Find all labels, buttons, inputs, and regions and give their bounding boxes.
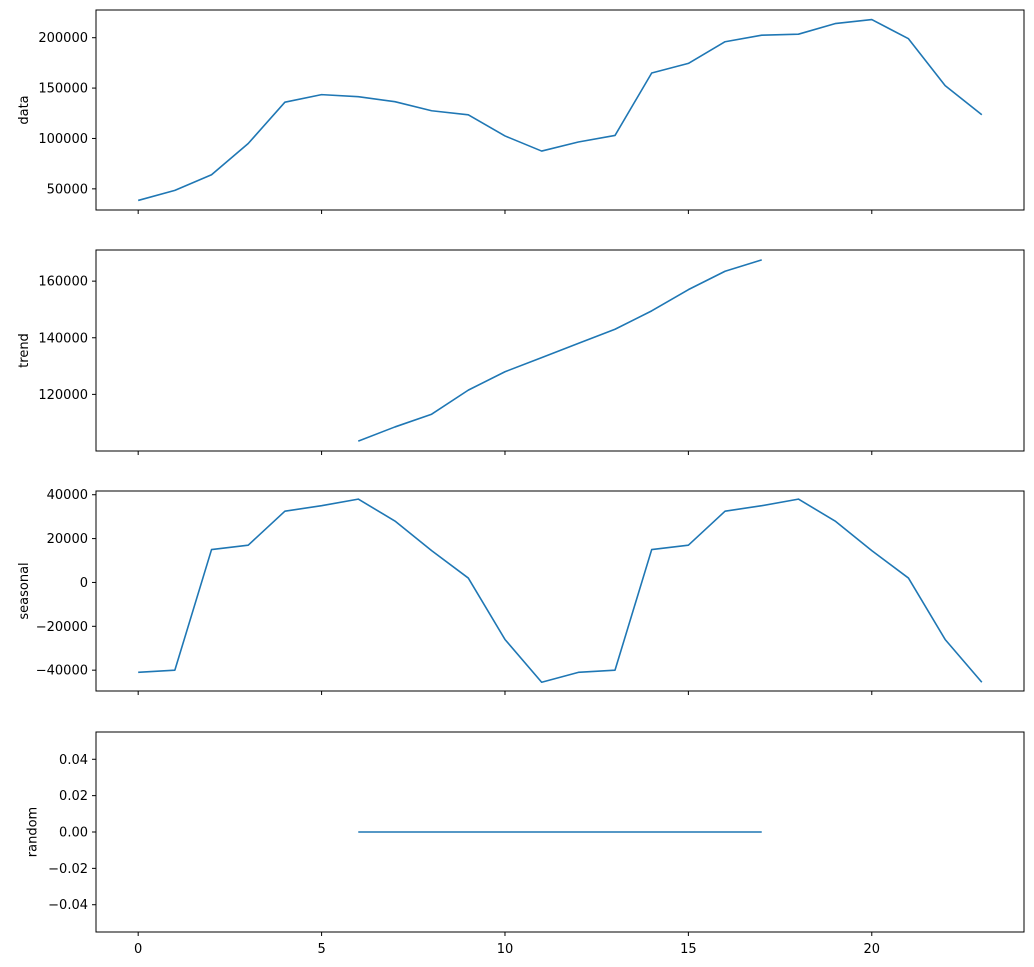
data-ytick-label: 150000 <box>38 82 88 97</box>
data-ytick-label: 200000 <box>38 31 88 46</box>
seasonal-ytick-label: −40000 <box>36 664 88 679</box>
panel-trend: 120000 140000 160000 trend <box>17 249 1025 455</box>
trend-ylabel: trend <box>17 333 32 368</box>
random-ylabel: random <box>26 807 41 857</box>
xtick-label: 0 <box>134 942 142 957</box>
data-ytick-label: 50000 <box>47 182 88 197</box>
seasonal-ytick-label: 0 <box>80 576 88 591</box>
data-ylabel: data <box>17 95 32 124</box>
xtick-label: 5 <box>317 942 325 957</box>
xtick-label: 20 <box>864 942 881 957</box>
data-axes-frame <box>95 9 1025 211</box>
random-ytick-label: 0.02 <box>59 789 88 804</box>
seasonal-ytick-label: 20000 <box>47 532 88 547</box>
trend-ytick-label: 140000 <box>38 331 88 346</box>
random-ytick-label: −0.02 <box>48 862 88 877</box>
data-ytick-label: 100000 <box>38 132 88 147</box>
panel-seasonal: −40000 −20000 0 20000 40000 seasonal <box>17 488 1025 695</box>
random-ytick-label: −0.04 <box>48 898 88 913</box>
seasonal-ytick-label: −20000 <box>36 620 88 635</box>
trend-series-line <box>357 259 762 442</box>
panel-random: −0.04 −0.02 0.00 0.02 0.04 0 5 10 15 20 random <box>26 731 1025 957</box>
seasonal-ylabel: seasonal <box>17 562 32 619</box>
trend-axes-frame <box>95 249 1025 452</box>
seasonal-series-line <box>138 498 983 684</box>
xtick-label: 15 <box>680 942 697 957</box>
random-ytick-label: 0.00 <box>59 826 88 841</box>
trend-ytick-label: 160000 <box>38 275 88 290</box>
trend-ytick-label: 120000 <box>38 388 88 403</box>
random-ytick-label: 0.04 <box>59 753 88 768</box>
seasonal-ytick-label: 40000 <box>47 488 88 503</box>
seasonal-axes-frame <box>95 490 1025 692</box>
panel-data: 50000 100000 150000 200000 data <box>17 9 1025 214</box>
data-series-line <box>137 18 983 202</box>
xtick-label: 10 <box>497 942 514 957</box>
